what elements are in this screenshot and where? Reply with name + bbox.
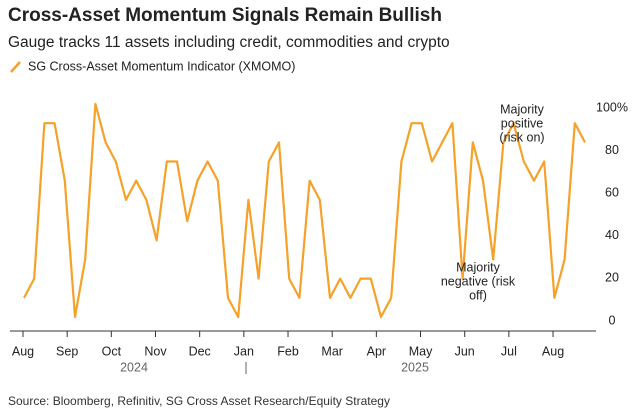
x-tick-label: Nov	[144, 344, 167, 358]
y-tick-label: 80	[605, 143, 619, 157]
chart-title: Cross-Asset Momentum Signals Remain Bull…	[8, 5, 442, 26]
year-label: 2024	[120, 360, 148, 374]
chart-subtitle: Gauge tracks 11 assets including credit,…	[8, 34, 450, 51]
series-line	[23, 102, 586, 319]
x-tick-label: Oct	[102, 344, 122, 358]
x-tick-label: Aug	[12, 344, 34, 358]
x-tick-label: Mar	[321, 344, 343, 358]
y-tick-label: 40	[605, 228, 619, 242]
x-tick-label: Jul	[501, 344, 517, 358]
x-tick-label: Sep	[56, 344, 78, 358]
x-tick-label: Jan	[234, 344, 254, 358]
annotation: Majority	[456, 260, 501, 274]
year-label: 2025	[401, 360, 429, 374]
annotation: negative (risk	[441, 274, 516, 288]
y-tick-label: 20	[605, 271, 619, 285]
y-tick-label: 0	[609, 313, 616, 327]
x-tick-label: Jun	[455, 344, 475, 358]
x-tick-label: Aug	[542, 344, 564, 358]
source: Source: Bloomberg, Refinitiv, SG Cross A…	[8, 394, 390, 408]
annotation: off)	[469, 288, 487, 302]
legend-swatch	[10, 61, 21, 73]
x-tick-label: Dec	[189, 344, 211, 358]
annotation: Majority	[500, 102, 545, 116]
y-tick-label: 100%	[596, 100, 628, 114]
legend-label: SG Cross-Asset Momentum Indicator (XMOMO…	[28, 59, 295, 73]
annotation: (risk on)	[499, 130, 544, 144]
annotation: positive	[501, 116, 543, 130]
y-tick-label: 60	[605, 185, 619, 199]
x-tick-label: May	[409, 344, 433, 358]
x-tick-label: Feb	[277, 344, 299, 358]
x-tick-label: Apr	[367, 344, 386, 358]
